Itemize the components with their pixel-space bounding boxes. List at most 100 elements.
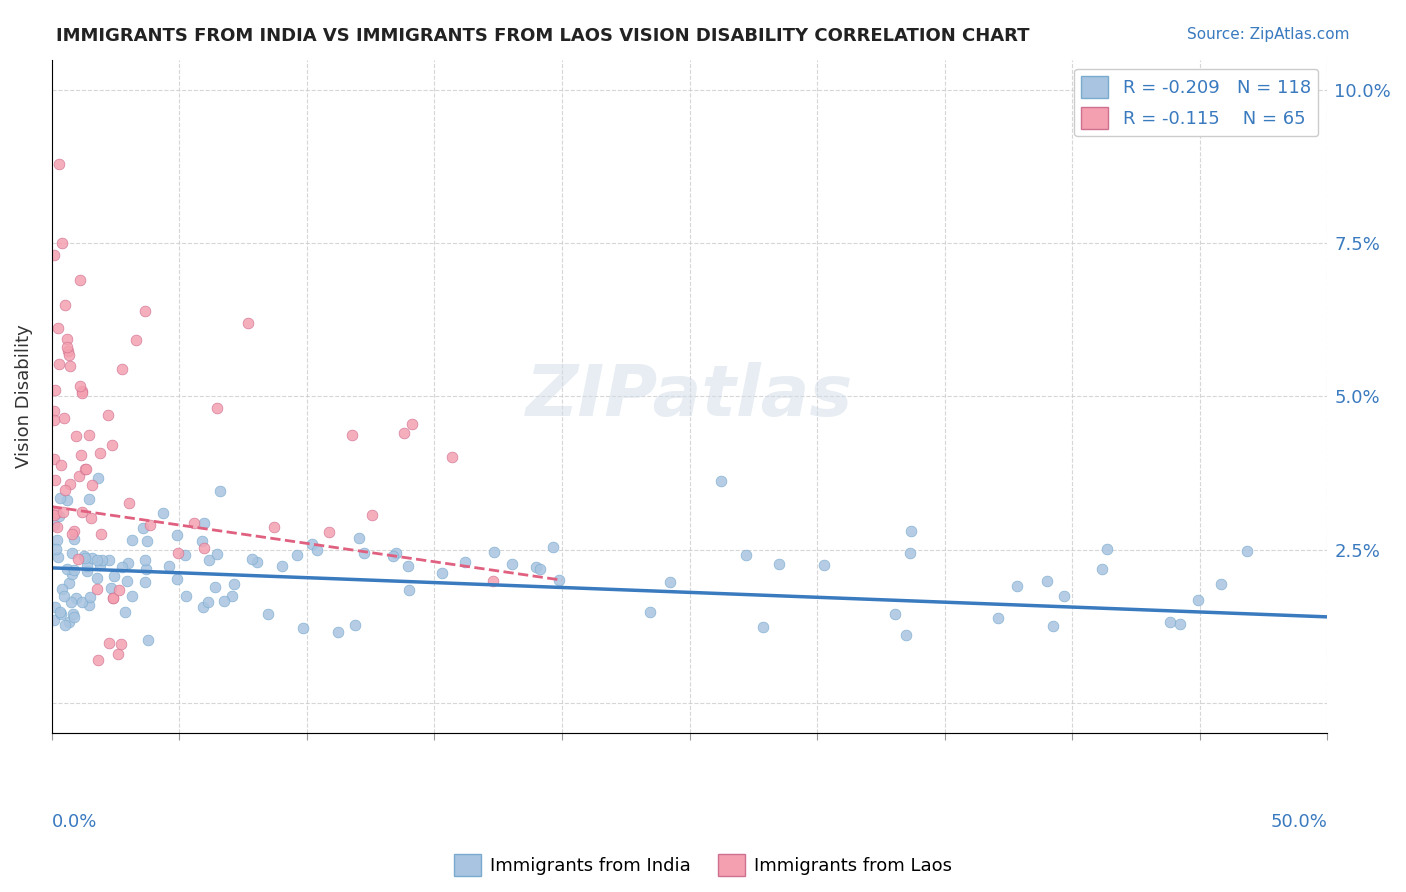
- Point: [1053, 589, 1076, 603]
- Point: [49, 458, 72, 472]
- Point: [270, 558, 292, 573]
- Point: [80, 478, 103, 492]
- Point: [1159, 615, 1181, 629]
- Point: [90, 527, 112, 541]
- Point: [63, 524, 86, 538]
- Point: [70, 384, 93, 398]
- Point: [236, 316, 259, 330]
- Point: [166, 528, 188, 542]
- Point: [987, 610, 1010, 624]
- Point: [118, 496, 141, 510]
- Point: [326, 625, 349, 640]
- Point: [59, 477, 82, 491]
- Point: [115, 574, 138, 589]
- Point: [813, 558, 835, 572]
- Point: [87, 653, 110, 667]
- Point: [152, 506, 174, 520]
- Point: [48, 491, 70, 506]
- Point: [63, 563, 86, 577]
- Point: [896, 628, 918, 642]
- Point: [1042, 619, 1064, 633]
- Point: [197, 553, 219, 567]
- Point: [361, 508, 384, 522]
- Point: [60, 567, 83, 582]
- Point: [398, 583, 420, 598]
- Point: [529, 562, 551, 576]
- Point: [79, 511, 101, 525]
- Point: [63, 610, 86, 624]
- Point: [454, 555, 477, 569]
- Point: [56, 340, 79, 354]
- Point: [524, 560, 547, 574]
- Point: [44, 247, 66, 261]
- Point: [58, 615, 80, 629]
- Point: [204, 581, 226, 595]
- Point: [883, 607, 905, 621]
- Point: [1187, 592, 1209, 607]
- Point: [136, 533, 159, 548]
- Point: [51, 607, 73, 621]
- Legend: R = -0.209   N = 118, R = -0.115    N = 65: R = -0.209 N = 118, R = -0.115 N = 65: [1074, 69, 1319, 136]
- Point: [132, 521, 155, 535]
- Point: [183, 516, 205, 530]
- Point: [191, 533, 214, 548]
- Point: [430, 566, 453, 581]
- Point: [191, 599, 214, 614]
- Point: [193, 516, 215, 530]
- Point: [396, 559, 419, 574]
- Point: [898, 546, 921, 560]
- Point: [69, 273, 91, 287]
- Point: [79, 591, 101, 605]
- Point: [900, 524, 922, 538]
- Point: [139, 518, 162, 533]
- Point: [44, 506, 66, 520]
- Point: [46, 520, 69, 534]
- Point: [135, 562, 157, 576]
- Point: [48, 357, 70, 371]
- Point: [59, 595, 82, 609]
- Point: [60, 527, 83, 541]
- Point: [166, 572, 188, 586]
- Point: [76, 564, 98, 578]
- Point: [209, 483, 232, 498]
- Point: [136, 633, 159, 648]
- Point: [48, 509, 70, 524]
- Point: [56, 343, 79, 358]
- Point: [263, 520, 285, 534]
- Point: [97, 408, 120, 422]
- Point: [44, 474, 66, 488]
- Point: [67, 468, 90, 483]
- Point: [134, 574, 156, 589]
- Point: [1211, 577, 1233, 591]
- Point: [440, 450, 463, 464]
- Point: [89, 558, 111, 573]
- Point: [205, 547, 228, 561]
- Point: [75, 550, 97, 565]
- Point: [86, 553, 108, 567]
- Point: [110, 559, 132, 574]
- Point: [101, 438, 124, 452]
- Point: [44, 404, 66, 418]
- Legend: Immigrants from India, Immigrants from Laos: Immigrants from India, Immigrants from L…: [447, 847, 959, 883]
- Point: [73, 549, 96, 563]
- Point: [77, 428, 100, 442]
- Point: [67, 552, 90, 566]
- Point: [77, 598, 100, 612]
- Point: [53, 297, 76, 311]
- Point: [157, 559, 180, 574]
- Point: [45, 541, 67, 556]
- Point: [55, 332, 77, 346]
- Point: [305, 543, 328, 558]
- Point: [69, 448, 91, 462]
- Point: [318, 524, 340, 539]
- Point: [62, 546, 84, 560]
- Point: [482, 545, 505, 559]
- Point: [1035, 574, 1057, 589]
- Point: [46, 550, 69, 565]
- Point: [205, 401, 228, 416]
- Text: IMMIGRANTS FROM INDIA VS IMMIGRANTS FROM LAOS VISION DISABILITY CORRELATION CHAR: IMMIGRANTS FROM INDIA VS IMMIGRANTS FROM…: [56, 27, 1029, 45]
- Point: [197, 595, 219, 609]
- Point: [53, 618, 76, 632]
- Point: [221, 590, 243, 604]
- Point: [501, 557, 523, 571]
